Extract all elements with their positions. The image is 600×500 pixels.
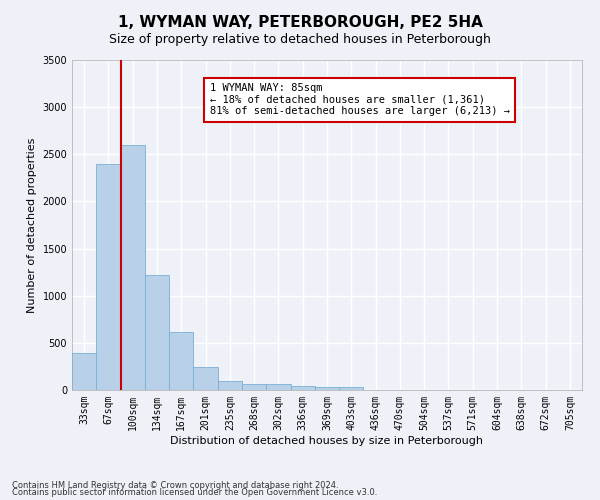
Bar — [242, 384, 266, 390]
Bar — [266, 384, 290, 390]
Text: Contains public sector information licensed under the Open Government Licence v3: Contains public sector information licen… — [12, 488, 377, 497]
Bar — [121, 145, 145, 390]
Bar — [145, 275, 169, 390]
Bar — [72, 353, 96, 390]
Bar — [218, 380, 242, 390]
X-axis label: Distribution of detached houses by size in Peterborough: Distribution of detached houses by size … — [170, 436, 484, 446]
Bar — [339, 387, 364, 390]
Bar — [193, 368, 218, 390]
Text: Contains HM Land Registry data © Crown copyright and database right 2024.: Contains HM Land Registry data © Crown c… — [12, 480, 338, 490]
Text: Size of property relative to detached houses in Peterborough: Size of property relative to detached ho… — [109, 32, 491, 46]
Bar — [169, 332, 193, 390]
Bar — [96, 164, 121, 390]
Bar — [315, 386, 339, 390]
Bar — [290, 386, 315, 390]
Text: 1 WYMAN WAY: 85sqm
← 18% of detached houses are smaller (1,361)
81% of semi-deta: 1 WYMAN WAY: 85sqm ← 18% of detached hou… — [210, 83, 510, 116]
Text: 1, WYMAN WAY, PETERBOROUGH, PE2 5HA: 1, WYMAN WAY, PETERBOROUGH, PE2 5HA — [118, 15, 482, 30]
Y-axis label: Number of detached properties: Number of detached properties — [27, 138, 37, 312]
